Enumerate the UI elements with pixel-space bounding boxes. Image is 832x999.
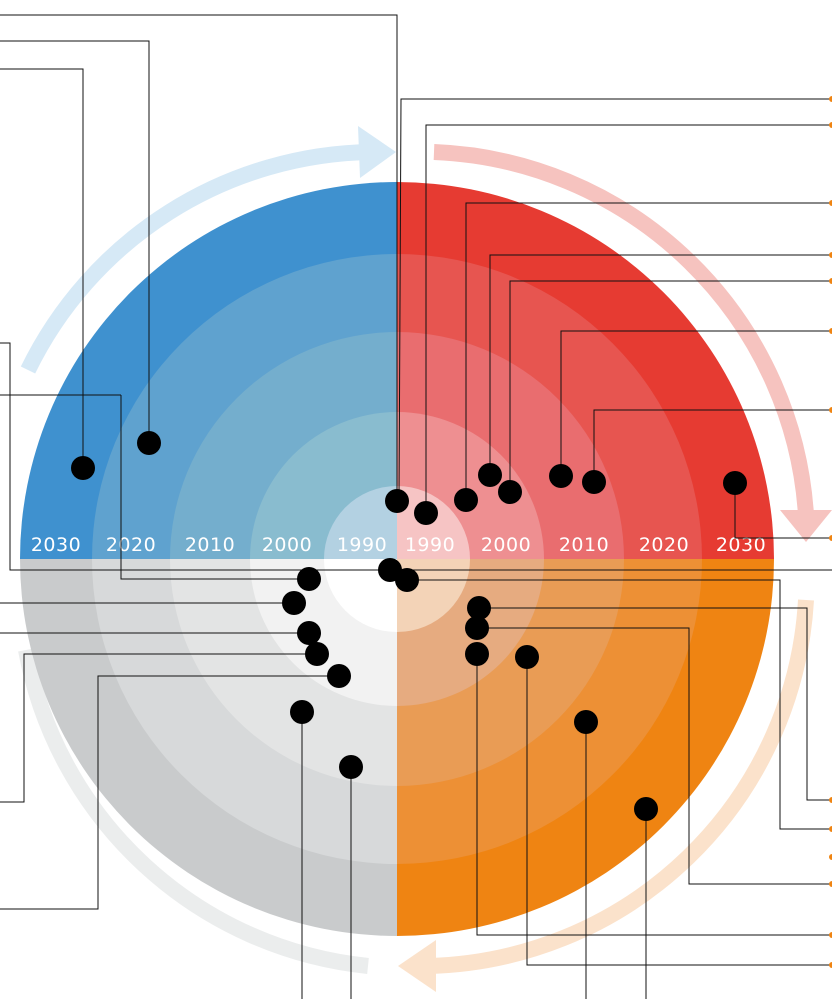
edge-marker xyxy=(829,96,832,102)
edge-marker xyxy=(829,122,832,128)
edge-marker xyxy=(829,881,832,887)
arrow-top-left-head xyxy=(358,126,396,178)
data-point xyxy=(137,431,161,455)
connector xyxy=(398,98,832,502)
connector xyxy=(407,579,832,830)
edge-marker xyxy=(829,328,832,334)
connector xyxy=(425,124,832,513)
connector xyxy=(593,409,832,482)
data-point xyxy=(515,645,539,669)
data-point xyxy=(327,664,351,688)
connector xyxy=(489,254,832,475)
arrow-bottom-right-head xyxy=(398,940,436,992)
connector xyxy=(560,330,832,476)
connector xyxy=(120,395,309,580)
data-point xyxy=(465,616,489,640)
edge-marker xyxy=(829,278,832,284)
connector-lines xyxy=(0,14,832,999)
year-label-left-2030: 2030 xyxy=(31,534,81,556)
data-point xyxy=(297,567,321,591)
arrow-bottom-left xyxy=(18,648,369,974)
connector xyxy=(465,202,832,500)
edge-marker xyxy=(829,962,832,968)
data-point xyxy=(465,642,489,666)
connector xyxy=(479,607,832,801)
connector xyxy=(0,40,150,443)
connector xyxy=(509,280,832,492)
quadrant-bottom-left xyxy=(20,559,397,936)
data-point xyxy=(414,501,438,525)
year-label-left-2010: 2010 xyxy=(185,534,235,556)
data-point xyxy=(498,480,522,504)
data-point xyxy=(467,596,491,620)
connector xyxy=(734,483,832,539)
edge-marker xyxy=(829,932,832,938)
edge-marker xyxy=(829,797,832,803)
connector xyxy=(526,657,832,966)
year-label-right-1990: 1990 xyxy=(405,534,455,556)
arrow-top-left xyxy=(20,144,373,374)
connector xyxy=(0,14,398,501)
year-label-left-1990: 1990 xyxy=(337,534,387,556)
data-point xyxy=(282,591,306,615)
data-point xyxy=(454,488,478,512)
connector xyxy=(0,653,317,803)
year-label-right-2020: 2020 xyxy=(639,534,689,556)
arrow-top-right xyxy=(433,144,814,516)
data-point xyxy=(723,471,747,495)
edge-marker xyxy=(829,854,832,860)
year-labels: 2030 2020 2010 2000 1990 1990 2000 2010 … xyxy=(31,534,766,556)
connector xyxy=(0,675,339,910)
data-point xyxy=(71,456,95,480)
data-point xyxy=(582,470,606,494)
edge-marker xyxy=(829,535,832,541)
year-label-right-2030: 2030 xyxy=(716,534,766,556)
year-label-left-2020: 2020 xyxy=(106,534,156,556)
edge-marker xyxy=(829,252,832,258)
data-point xyxy=(634,797,658,821)
arrow-top-right-head xyxy=(780,510,832,542)
connector xyxy=(0,68,84,468)
data-point xyxy=(385,489,409,513)
edge-markers xyxy=(829,96,832,968)
year-label-right-2010: 2010 xyxy=(559,534,609,556)
edge-marker xyxy=(829,200,832,206)
connector xyxy=(0,342,390,571)
quadrant-top-right xyxy=(397,182,774,559)
data-point xyxy=(297,621,321,645)
year-label-right-2000: 2000 xyxy=(481,534,531,556)
data-point xyxy=(395,568,419,592)
year-label-left-2000: 2000 xyxy=(262,534,312,556)
data-point xyxy=(549,464,573,488)
connector xyxy=(476,654,832,936)
edge-marker xyxy=(829,407,832,413)
data-point xyxy=(478,463,502,487)
quadrant-top-left xyxy=(20,182,397,559)
edge-marker xyxy=(829,826,832,832)
data-point xyxy=(305,642,329,666)
data-point xyxy=(339,755,363,779)
data-points xyxy=(71,431,747,821)
data-point xyxy=(290,700,314,724)
connector xyxy=(477,627,832,885)
data-point xyxy=(574,710,598,734)
